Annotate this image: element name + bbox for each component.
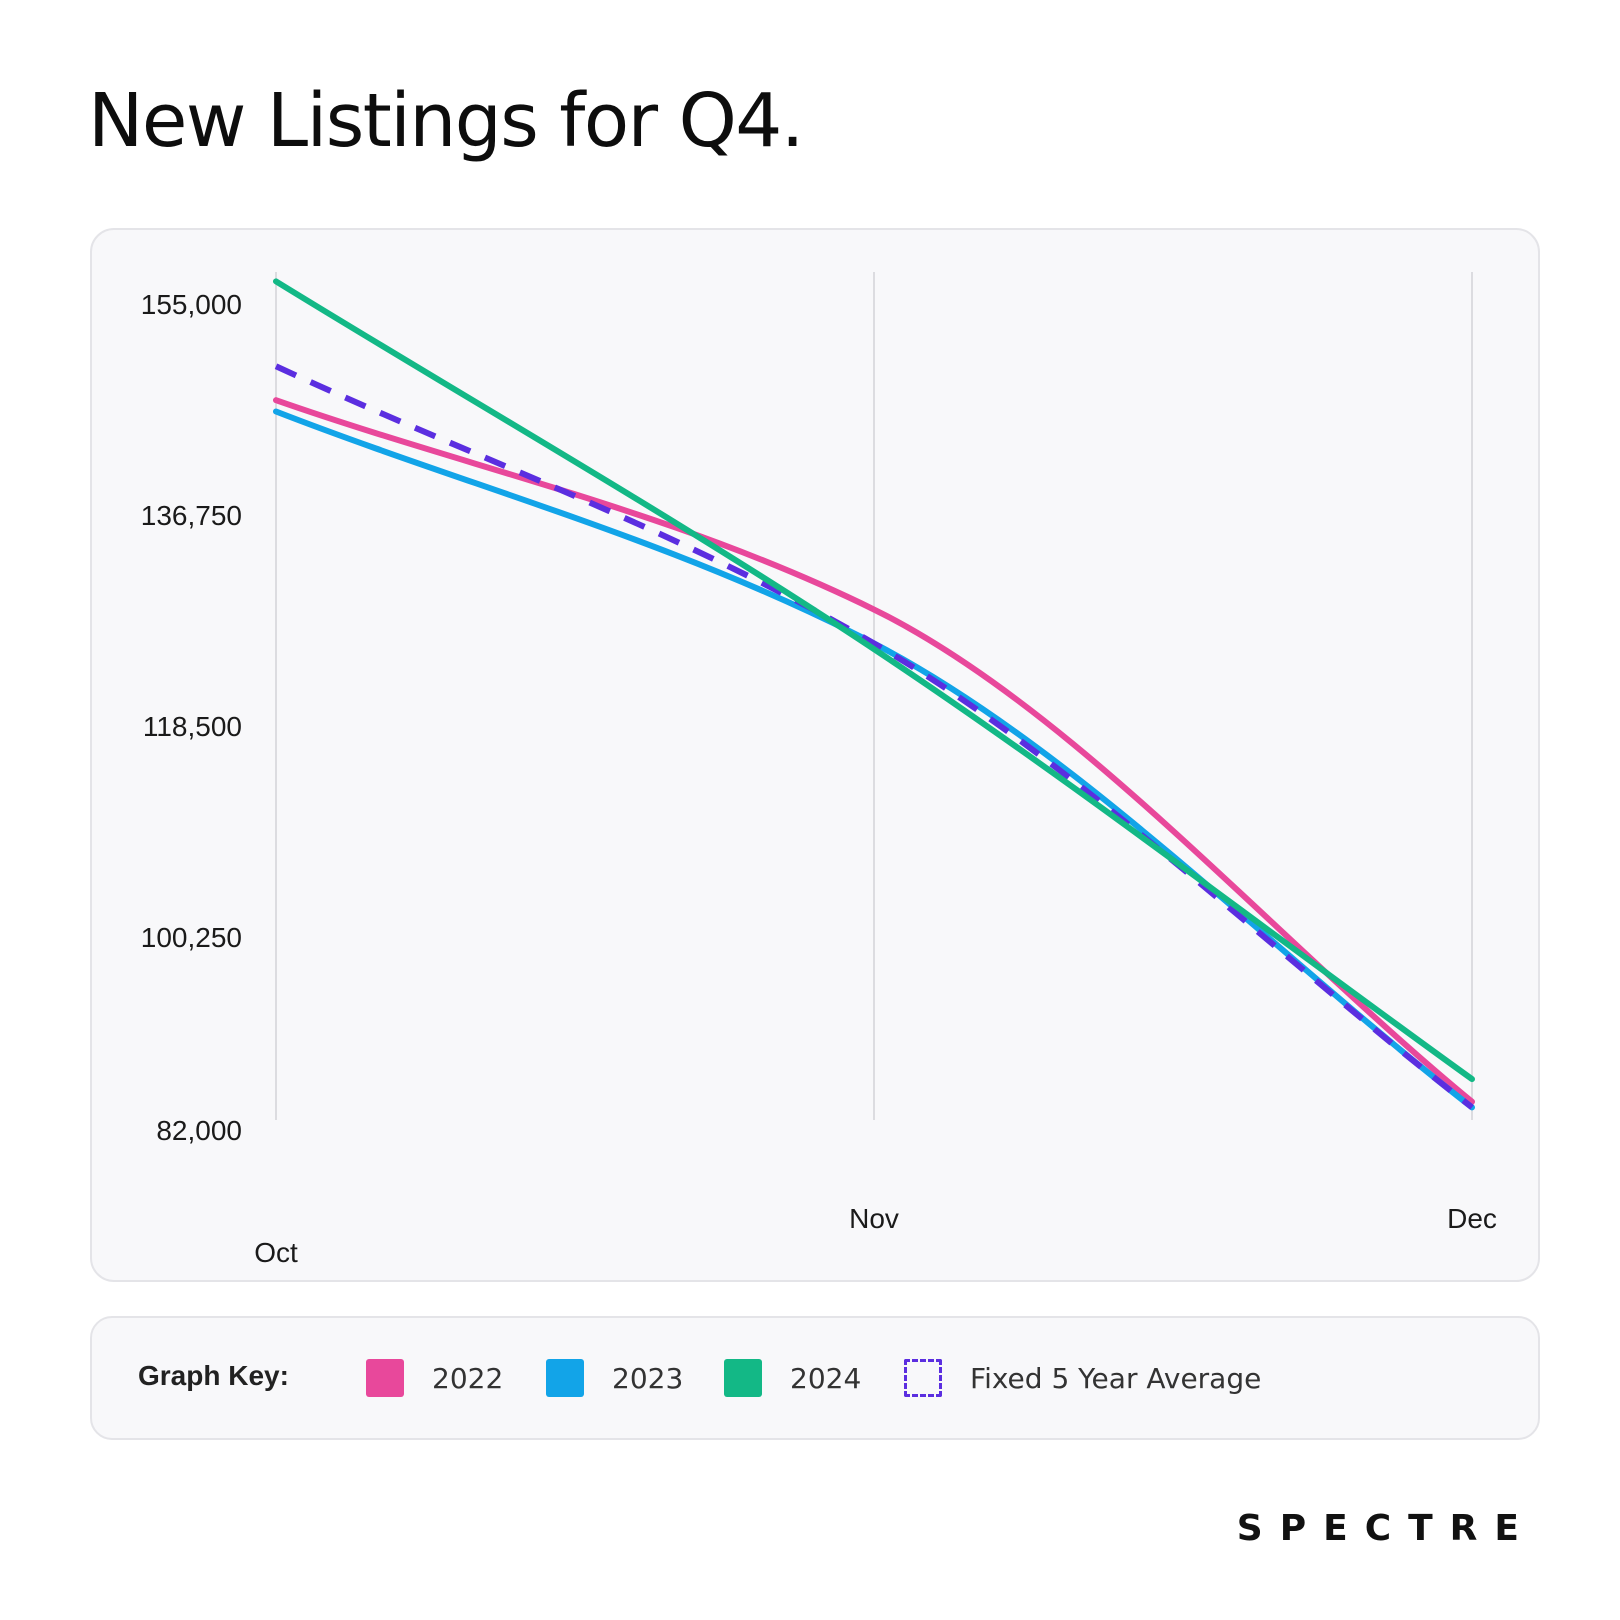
- legend-label-2022: 2022: [432, 1361, 504, 1395]
- chart-card: [90, 228, 1540, 1282]
- legend-swatch-2022: [366, 1359, 404, 1397]
- legend-swatch-2023: [546, 1359, 584, 1397]
- graph-key-title: Graph Key:: [138, 1360, 289, 1391]
- legend-item-2022: 2022: [366, 1358, 503, 1398]
- legend-item-2023: 2023: [546, 1358, 683, 1398]
- legend-label-five-year-average: Fixed 5 Year Average: [970, 1361, 1262, 1395]
- legend-item-five-year-average: Fixed 5 Year Average: [904, 1358, 1261, 1398]
- graph-key: Graph Key: 2022 2023 2024 Fixed 5 Year A…: [90, 1316, 1540, 1440]
- legend-label-2023: 2023: [612, 1361, 684, 1395]
- page-title: New Listings for Q4.: [88, 78, 804, 164]
- legend-label-2024: 2024: [790, 1361, 862, 1395]
- spectre-logo: SPECTRE: [1236, 1508, 1536, 1549]
- legend-item-2024: 2024: [724, 1358, 861, 1398]
- legend-swatch-five-year-average: [904, 1359, 942, 1397]
- legend-swatch-2024: [724, 1359, 762, 1397]
